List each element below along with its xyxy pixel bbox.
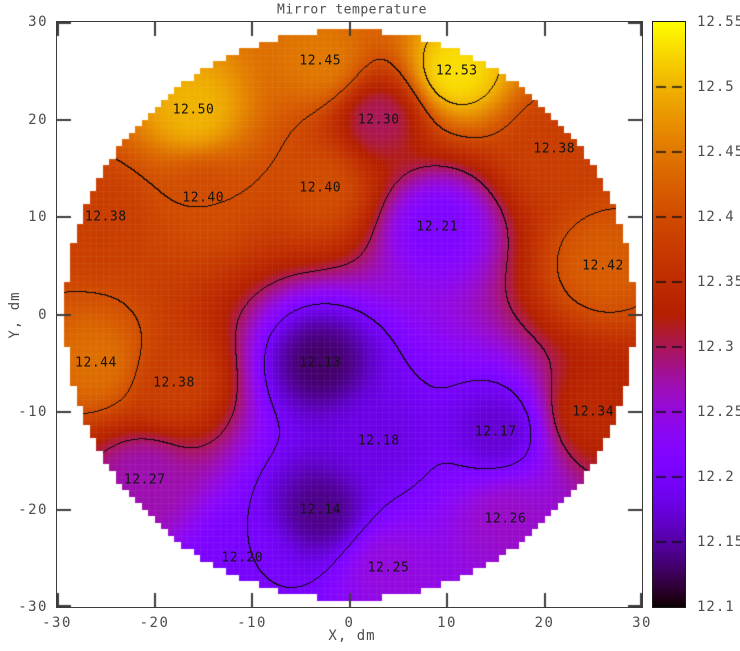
point-label: 12.13 [299,355,342,371]
point-label: 12.40 [182,190,225,205]
colorbar-canvas [653,22,685,607]
point-label: 12.38 [84,209,127,225]
x-tick-label: 20 [534,615,555,631]
y-tick-label: -20 [18,501,48,518]
y-tick-label: 20 [28,111,48,128]
y-tick-label: -30 [18,599,48,615]
colorbar-tick-label: 12.15 [697,534,740,550]
point-label: 12.25 [367,560,410,576]
point-label: 12.18 [357,433,400,449]
heatmap-canvas [57,22,642,607]
colorbar-tick-label: 12.2 [697,469,735,485]
colorbar-tick-label: 12.4 [697,209,735,225]
point-label: 12.42 [582,258,624,274]
plot-frame [56,21,643,608]
x-tick-label: 30 [632,615,652,631]
colorbar-frame [652,21,686,608]
point-label: 12.17 [474,424,517,439]
colorbar-tick-label: 12.5 [697,79,735,95]
y-tick-label: 30 [28,14,48,30]
colorbar-tick-label: 12.3 [697,339,735,355]
x-tick-label: -10 [237,615,267,631]
x-axis-label: X, dm [328,628,376,644]
point-label: 12.27 [123,472,166,488]
point-label: 12.38 [153,375,195,391]
point-label: 12.44 [75,355,117,371]
point-label: 12.53 [435,63,478,79]
y-tick-label: 0 [38,306,48,323]
x-tick-label: 10 [437,615,457,631]
y-axis-label: Y, dm [7,291,23,339]
x-tick-label: 0 [344,615,355,631]
x-tick-label: -20 [139,615,170,631]
point-label: 12.14 [299,502,342,517]
point-label: 12.45 [299,53,342,69]
chart-title: Mirror temperature [277,2,427,18]
x-tick-label: -30 [42,615,72,631]
point-label: 12.21 [416,219,459,235]
point-label: 12.38 [533,141,576,157]
colorbar-tick-label: 12.55 [697,14,740,30]
point-label: 12.40 [299,180,342,196]
y-tick-label: -10 [18,404,48,420]
point-label: 12.34 [572,404,615,420]
y-tick-label: 10 [28,209,48,225]
colorbar-tick-label: 12.35 [697,274,740,290]
point-label: 12.20 [221,550,264,566]
colorbar-tick-label: 12.1 [697,599,735,615]
point-label: 12.30 [357,112,400,127]
colorbar-tick-label: 12.45 [697,144,740,160]
point-label: 12.26 [484,511,527,527]
colorbar-tick-label: 12.25 [697,404,740,420]
point-label: 12.50 [172,102,215,118]
